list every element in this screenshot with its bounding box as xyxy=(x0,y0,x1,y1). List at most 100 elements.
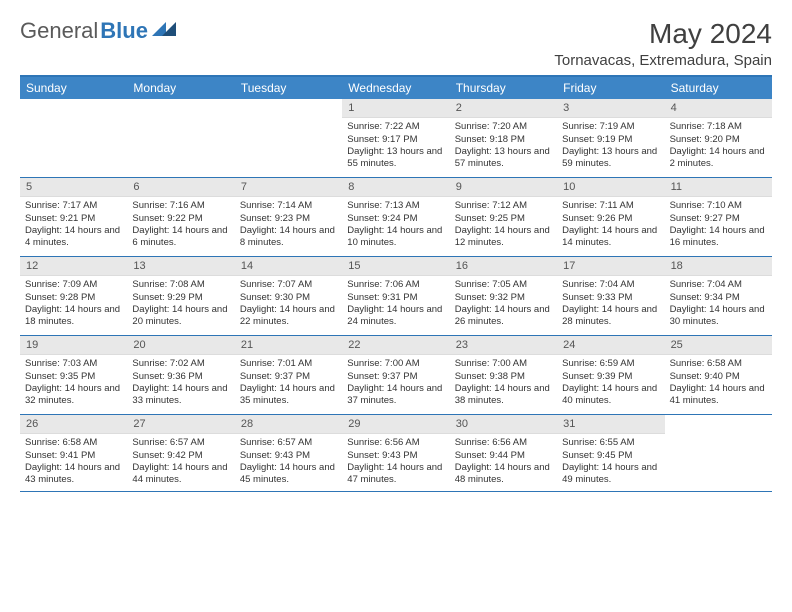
daylight-line: Daylight: 14 hours and 28 minutes. xyxy=(562,304,659,329)
day-details: Sunrise: 7:05 AMSunset: 9:32 PMDaylight:… xyxy=(450,276,557,330)
day-details: Sunrise: 7:10 AMSunset: 9:27 PMDaylight:… xyxy=(665,197,772,251)
sunset-line: Sunset: 9:36 PM xyxy=(132,371,229,383)
day-details: Sunrise: 7:11 AMSunset: 9:26 PMDaylight:… xyxy=(557,197,664,251)
calendar-cell: 4Sunrise: 7:18 AMSunset: 9:20 PMDaylight… xyxy=(665,99,772,177)
sunrise-line: Sunrise: 6:58 AM xyxy=(25,437,122,449)
day-of-week-row: SundayMondayTuesdayWednesdayThursdayFrid… xyxy=(20,77,772,99)
calendar-cell: 20Sunrise: 7:02 AMSunset: 9:36 PMDayligh… xyxy=(127,336,234,414)
day-details: Sunrise: 7:01 AMSunset: 9:37 PMDaylight:… xyxy=(235,355,342,409)
daylight-line: Daylight: 14 hours and 37 minutes. xyxy=(347,383,444,408)
sunset-line: Sunset: 9:39 PM xyxy=(562,371,659,383)
week-row: 26Sunrise: 6:58 AMSunset: 9:41 PMDayligh… xyxy=(20,415,772,492)
sunset-line: Sunset: 9:24 PM xyxy=(347,213,444,225)
sunset-line: Sunset: 9:37 PM xyxy=(240,371,337,383)
day-number: 30 xyxy=(450,415,557,434)
sunset-line: Sunset: 9:29 PM xyxy=(132,292,229,304)
day-of-week-thursday: Thursday xyxy=(450,77,557,99)
day-number xyxy=(127,99,234,103)
day-number: 15 xyxy=(342,257,449,276)
logo-triangle-icon xyxy=(152,22,176,40)
day-number: 1 xyxy=(342,99,449,118)
daylight-line: Daylight: 14 hours and 26 minutes. xyxy=(455,304,552,329)
daylight-line: Daylight: 14 hours and 8 minutes. xyxy=(240,225,337,250)
calendar-cell: 31Sunrise: 6:55 AMSunset: 9:45 PMDayligh… xyxy=(557,415,664,491)
day-details: Sunrise: 7:02 AMSunset: 9:36 PMDaylight:… xyxy=(127,355,234,409)
sunset-line: Sunset: 9:26 PM xyxy=(562,213,659,225)
title-block: May 2024 Tornavacas, Extremadura, Spain xyxy=(554,18,772,69)
calendar-cell: 16Sunrise: 7:05 AMSunset: 9:32 PMDayligh… xyxy=(450,257,557,335)
sunrise-line: Sunrise: 7:07 AM xyxy=(240,279,337,291)
daylight-line: Daylight: 14 hours and 14 minutes. xyxy=(562,225,659,250)
daylight-line: Daylight: 14 hours and 35 minutes. xyxy=(240,383,337,408)
day-number: 31 xyxy=(557,415,664,434)
daylight-line: Daylight: 14 hours and 12 minutes. xyxy=(455,225,552,250)
daylight-line: Daylight: 14 hours and 41 minutes. xyxy=(670,383,767,408)
calendar-cell xyxy=(127,99,234,177)
calendar-cell xyxy=(665,415,772,491)
calendar-cell: 25Sunrise: 6:58 AMSunset: 9:40 PMDayligh… xyxy=(665,336,772,414)
day-details: Sunrise: 7:09 AMSunset: 9:28 PMDaylight:… xyxy=(20,276,127,330)
sunrise-line: Sunrise: 7:20 AM xyxy=(455,121,552,133)
daylight-line: Daylight: 14 hours and 38 minutes. xyxy=(455,383,552,408)
day-number: 16 xyxy=(450,257,557,276)
calendar-cell: 21Sunrise: 7:01 AMSunset: 9:37 PMDayligh… xyxy=(235,336,342,414)
day-number: 11 xyxy=(665,178,772,197)
day-details: Sunrise: 7:00 AMSunset: 9:37 PMDaylight:… xyxy=(342,355,449,409)
daylight-line: Daylight: 14 hours and 16 minutes. xyxy=(670,225,767,250)
day-number: 22 xyxy=(342,336,449,355)
day-number: 12 xyxy=(20,257,127,276)
sunrise-line: Sunrise: 7:03 AM xyxy=(25,358,122,370)
daylight-line: Daylight: 14 hours and 30 minutes. xyxy=(670,304,767,329)
calendar-cell: 15Sunrise: 7:06 AMSunset: 9:31 PMDayligh… xyxy=(342,257,449,335)
calendar-cell: 7Sunrise: 7:14 AMSunset: 9:23 PMDaylight… xyxy=(235,178,342,256)
sunset-line: Sunset: 9:31 PM xyxy=(347,292,444,304)
sunset-line: Sunset: 9:20 PM xyxy=(670,134,767,146)
calendar-cell: 1Sunrise: 7:22 AMSunset: 9:17 PMDaylight… xyxy=(342,99,449,177)
sunrise-line: Sunrise: 6:57 AM xyxy=(132,437,229,449)
sunrise-line: Sunrise: 6:59 AM xyxy=(562,358,659,370)
daylight-line: Daylight: 14 hours and 4 minutes. xyxy=(25,225,122,250)
calendar: SundayMondayTuesdayWednesdayThursdayFrid… xyxy=(20,75,772,492)
week-row: 12Sunrise: 7:09 AMSunset: 9:28 PMDayligh… xyxy=(20,257,772,336)
sunrise-line: Sunrise: 6:56 AM xyxy=(455,437,552,449)
sunset-line: Sunset: 9:45 PM xyxy=(562,450,659,462)
sunset-line: Sunset: 9:30 PM xyxy=(240,292,337,304)
sunrise-line: Sunrise: 7:13 AM xyxy=(347,200,444,212)
sunset-line: Sunset: 9:18 PM xyxy=(455,134,552,146)
day-details: Sunrise: 7:04 AMSunset: 9:33 PMDaylight:… xyxy=(557,276,664,330)
daylight-line: Daylight: 14 hours and 22 minutes. xyxy=(240,304,337,329)
week-row: 5Sunrise: 7:17 AMSunset: 9:21 PMDaylight… xyxy=(20,178,772,257)
calendar-cell: 30Sunrise: 6:56 AMSunset: 9:44 PMDayligh… xyxy=(450,415,557,491)
sunrise-line: Sunrise: 7:12 AM xyxy=(455,200,552,212)
calendar-cell: 10Sunrise: 7:11 AMSunset: 9:26 PMDayligh… xyxy=(557,178,664,256)
day-number: 21 xyxy=(235,336,342,355)
sunrise-line: Sunrise: 7:19 AM xyxy=(562,121,659,133)
sunrise-line: Sunrise: 6:58 AM xyxy=(670,358,767,370)
daylight-line: Daylight: 14 hours and 47 minutes. xyxy=(347,462,444,487)
sunrise-line: Sunrise: 7:22 AM xyxy=(347,121,444,133)
day-details: Sunrise: 6:55 AMSunset: 9:45 PMDaylight:… xyxy=(557,434,664,488)
sunrise-line: Sunrise: 7:14 AM xyxy=(240,200,337,212)
day-number: 18 xyxy=(665,257,772,276)
daylight-line: Daylight: 13 hours and 57 minutes. xyxy=(455,146,552,171)
sunset-line: Sunset: 9:28 PM xyxy=(25,292,122,304)
day-number: 4 xyxy=(665,99,772,118)
sunrise-line: Sunrise: 7:00 AM xyxy=(455,358,552,370)
sunset-line: Sunset: 9:43 PM xyxy=(240,450,337,462)
sunset-line: Sunset: 9:38 PM xyxy=(455,371,552,383)
day-details: Sunrise: 6:58 AMSunset: 9:41 PMDaylight:… xyxy=(20,434,127,488)
daylight-line: Daylight: 14 hours and 6 minutes. xyxy=(132,225,229,250)
calendar-cell: 18Sunrise: 7:04 AMSunset: 9:34 PMDayligh… xyxy=(665,257,772,335)
sunset-line: Sunset: 9:27 PM xyxy=(670,213,767,225)
day-number: 14 xyxy=(235,257,342,276)
sunset-line: Sunset: 9:21 PM xyxy=(25,213,122,225)
day-of-week-saturday: Saturday xyxy=(665,77,772,99)
sunrise-line: Sunrise: 7:16 AM xyxy=(132,200,229,212)
day-number: 2 xyxy=(450,99,557,118)
calendar-cell: 12Sunrise: 7:09 AMSunset: 9:28 PMDayligh… xyxy=(20,257,127,335)
sunrise-line: Sunrise: 7:11 AM xyxy=(562,200,659,212)
calendar-cell: 26Sunrise: 6:58 AMSunset: 9:41 PMDayligh… xyxy=(20,415,127,491)
daylight-line: Daylight: 14 hours and 20 minutes. xyxy=(132,304,229,329)
calendar-cell: 3Sunrise: 7:19 AMSunset: 9:19 PMDaylight… xyxy=(557,99,664,177)
sunrise-line: Sunrise: 7:01 AM xyxy=(240,358,337,370)
